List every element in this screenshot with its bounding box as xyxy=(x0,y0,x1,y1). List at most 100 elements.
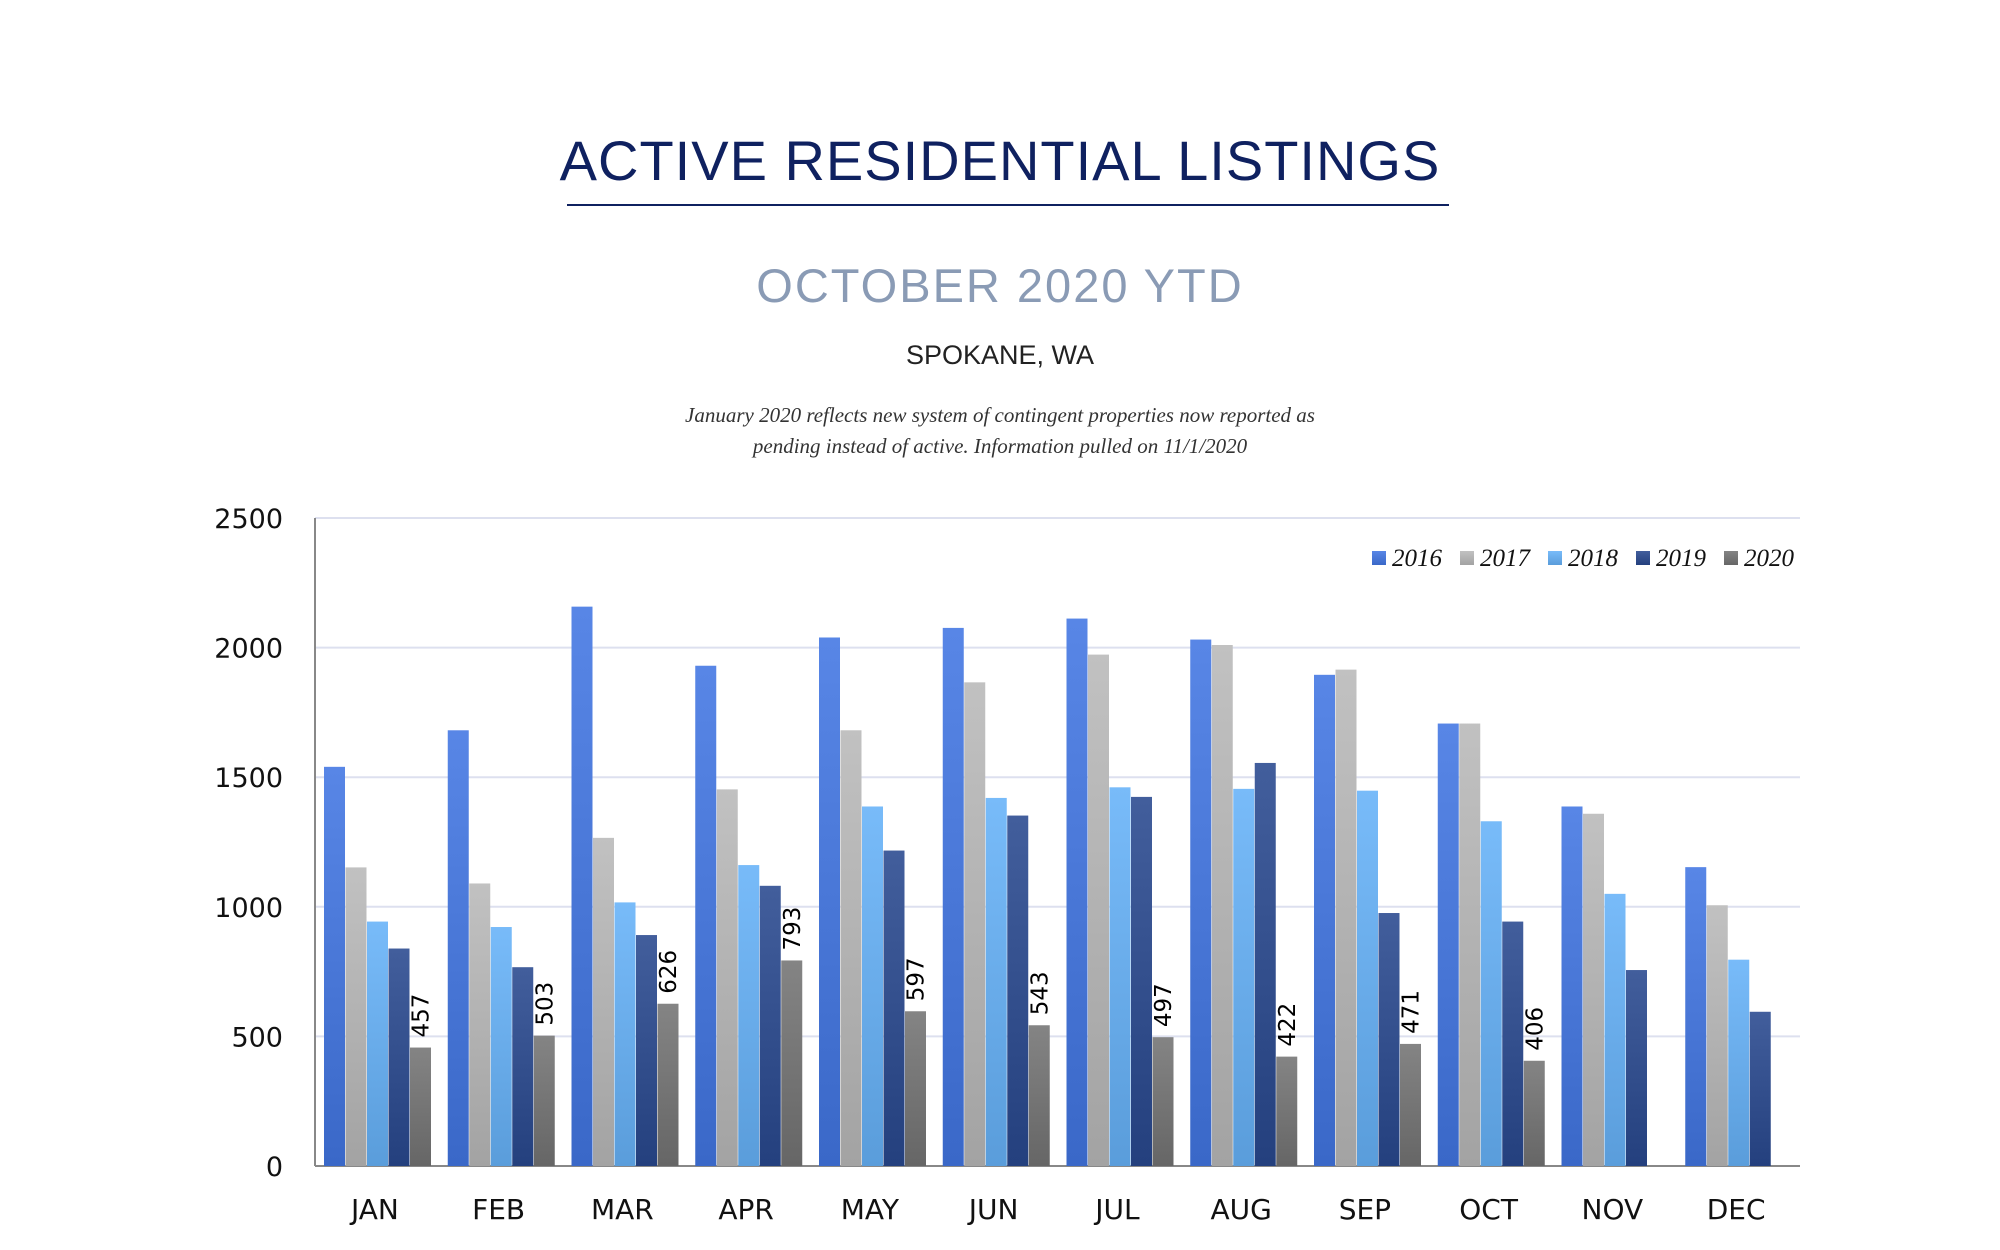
legend-swatch xyxy=(1724,551,1738,565)
bar-sep-2017 xyxy=(1335,669,1357,1166)
bar-sep-2020 xyxy=(1400,1043,1421,1166)
location-label: SPOKANE, WA xyxy=(905,340,1095,370)
bar-jan-2018 xyxy=(367,921,388,1166)
bar-aug-2018 xyxy=(1233,788,1255,1166)
bar-feb-2020 xyxy=(533,1035,555,1166)
x-tick-label: MAY xyxy=(841,1193,900,1226)
bar-nov-2019 xyxy=(1626,970,1647,1166)
x-tick-label: JAN xyxy=(349,1193,399,1226)
bar-oct-2017 xyxy=(1459,723,1481,1166)
legend-label: 2016 xyxy=(1392,545,1443,572)
legend-label: 2019 xyxy=(1656,545,1707,572)
bar-apr-2019 xyxy=(759,885,781,1166)
bar-nov-2018 xyxy=(1604,893,1626,1166)
x-tick-label: NOV xyxy=(1582,1193,1644,1226)
bar-jan-2020 xyxy=(410,1047,431,1166)
bar-sep-2016 xyxy=(1314,674,1335,1166)
bar-jul-2017 xyxy=(1088,654,1109,1166)
bar-apr-2017 xyxy=(716,789,738,1166)
y-tick-label: 500 xyxy=(231,1022,283,1053)
bar-may-2019 xyxy=(883,850,905,1166)
bar-jul-2019 xyxy=(1131,796,1152,1166)
data-label: 543 xyxy=(1028,971,1054,1015)
title-underline xyxy=(567,204,1449,206)
bar-jun-2018 xyxy=(985,797,1007,1166)
legend-swatch xyxy=(1636,551,1650,565)
x-tick-label: SEP xyxy=(1339,1193,1391,1226)
bar-jun-2017 xyxy=(964,682,986,1166)
bar-feb-2016 xyxy=(447,730,469,1166)
y-tick-label: 0 xyxy=(266,1152,283,1183)
legend-label: 2020 xyxy=(1744,545,1795,572)
chart-title: ACTIVE RESIDENTIAL LISTINGS xyxy=(559,129,1441,192)
bar-feb-2019 xyxy=(512,967,534,1166)
x-tick-label: OCT xyxy=(1459,1193,1519,1226)
bar-oct-2020 xyxy=(1523,1060,1545,1166)
x-tick-label: DEC xyxy=(1707,1193,1766,1226)
y-tick-label: 1500 xyxy=(214,763,283,794)
chart-subtitle: OCTOBER 2020 YTD xyxy=(756,259,1244,312)
bar-sep-2018 xyxy=(1357,790,1378,1166)
bar-oct-2018 xyxy=(1480,821,1502,1166)
x-tick-label: MAR xyxy=(591,1193,654,1226)
data-label: 597 xyxy=(904,957,930,1001)
bar-jul-2020 xyxy=(1152,1037,1174,1166)
data-label: 497 xyxy=(1151,983,1177,1027)
x-tick-label: APR xyxy=(718,1193,774,1226)
bar-dec-2019 xyxy=(1749,1011,1771,1166)
legend-swatch xyxy=(1548,551,1562,565)
data-label: 503 xyxy=(533,982,559,1026)
bar-jul-2018 xyxy=(1109,787,1131,1166)
bar-sep-2019 xyxy=(1378,913,1400,1166)
note-line-2: pending instead of active. Information p… xyxy=(752,434,1248,458)
bar-jun-2020 xyxy=(1028,1025,1050,1166)
data-label: 422 xyxy=(1275,1003,1301,1047)
x-tick-label: FEB xyxy=(472,1193,525,1226)
bar-aug-2016 xyxy=(1190,639,1212,1166)
bar-aug-2019 xyxy=(1254,762,1276,1166)
bar-mar-2018 xyxy=(614,902,636,1166)
x-tick-label: JUN xyxy=(967,1193,1019,1226)
y-tick-label: 1000 xyxy=(214,893,283,924)
bar-oct-2016 xyxy=(1437,723,1459,1166)
note-line-1: January 2020 reflects new system of cont… xyxy=(685,403,1315,427)
data-label: 793 xyxy=(780,907,806,951)
data-label: 457 xyxy=(409,994,435,1038)
bar-dec-2017 xyxy=(1706,905,1728,1166)
bar-mar-2019 xyxy=(636,935,657,1166)
bar-apr-2016 xyxy=(695,665,717,1166)
bar-jun-2019 xyxy=(1007,815,1029,1166)
y-tick-label: 2500 xyxy=(214,504,283,535)
x-tick-label: JUL xyxy=(1093,1193,1140,1226)
bar-mar-2016 xyxy=(571,606,593,1166)
bar-may-2017 xyxy=(840,730,862,1166)
legend-label: 2018 xyxy=(1568,545,1619,572)
legend-swatch xyxy=(1460,551,1474,565)
bar-feb-2018 xyxy=(490,927,512,1166)
bar-dec-2016 xyxy=(1685,867,1707,1166)
bar-mar-2017 xyxy=(593,837,614,1166)
bar-oct-2019 xyxy=(1502,921,1524,1166)
bar-feb-2017 xyxy=(469,883,491,1166)
bar-may-2016 xyxy=(819,637,840,1166)
bar-jun-2016 xyxy=(942,627,964,1166)
bar-dec-2018 xyxy=(1728,959,1750,1166)
bar-apr-2020 xyxy=(781,960,803,1166)
x-tick-label: AUG xyxy=(1210,1193,1271,1226)
bar-mar-2020 xyxy=(657,1003,679,1166)
data-label: 471 xyxy=(1399,990,1425,1034)
bar-aug-2017 xyxy=(1211,645,1233,1166)
bar-nov-2016 xyxy=(1561,806,1583,1166)
legend-label: 2017 xyxy=(1480,545,1532,572)
bar-nov-2017 xyxy=(1583,813,1604,1166)
bar-jan-2016 xyxy=(324,766,345,1166)
y-tick-label: 2000 xyxy=(214,634,283,665)
bar-may-2020 xyxy=(905,1011,926,1166)
bar-jan-2019 xyxy=(388,948,410,1166)
bar-aug-2020 xyxy=(1276,1056,1298,1166)
bar-jan-2017 xyxy=(345,867,367,1166)
data-label: 406 xyxy=(1523,1007,1549,1051)
bar-jul-2016 xyxy=(1066,618,1088,1166)
bar-apr-2018 xyxy=(738,865,760,1166)
